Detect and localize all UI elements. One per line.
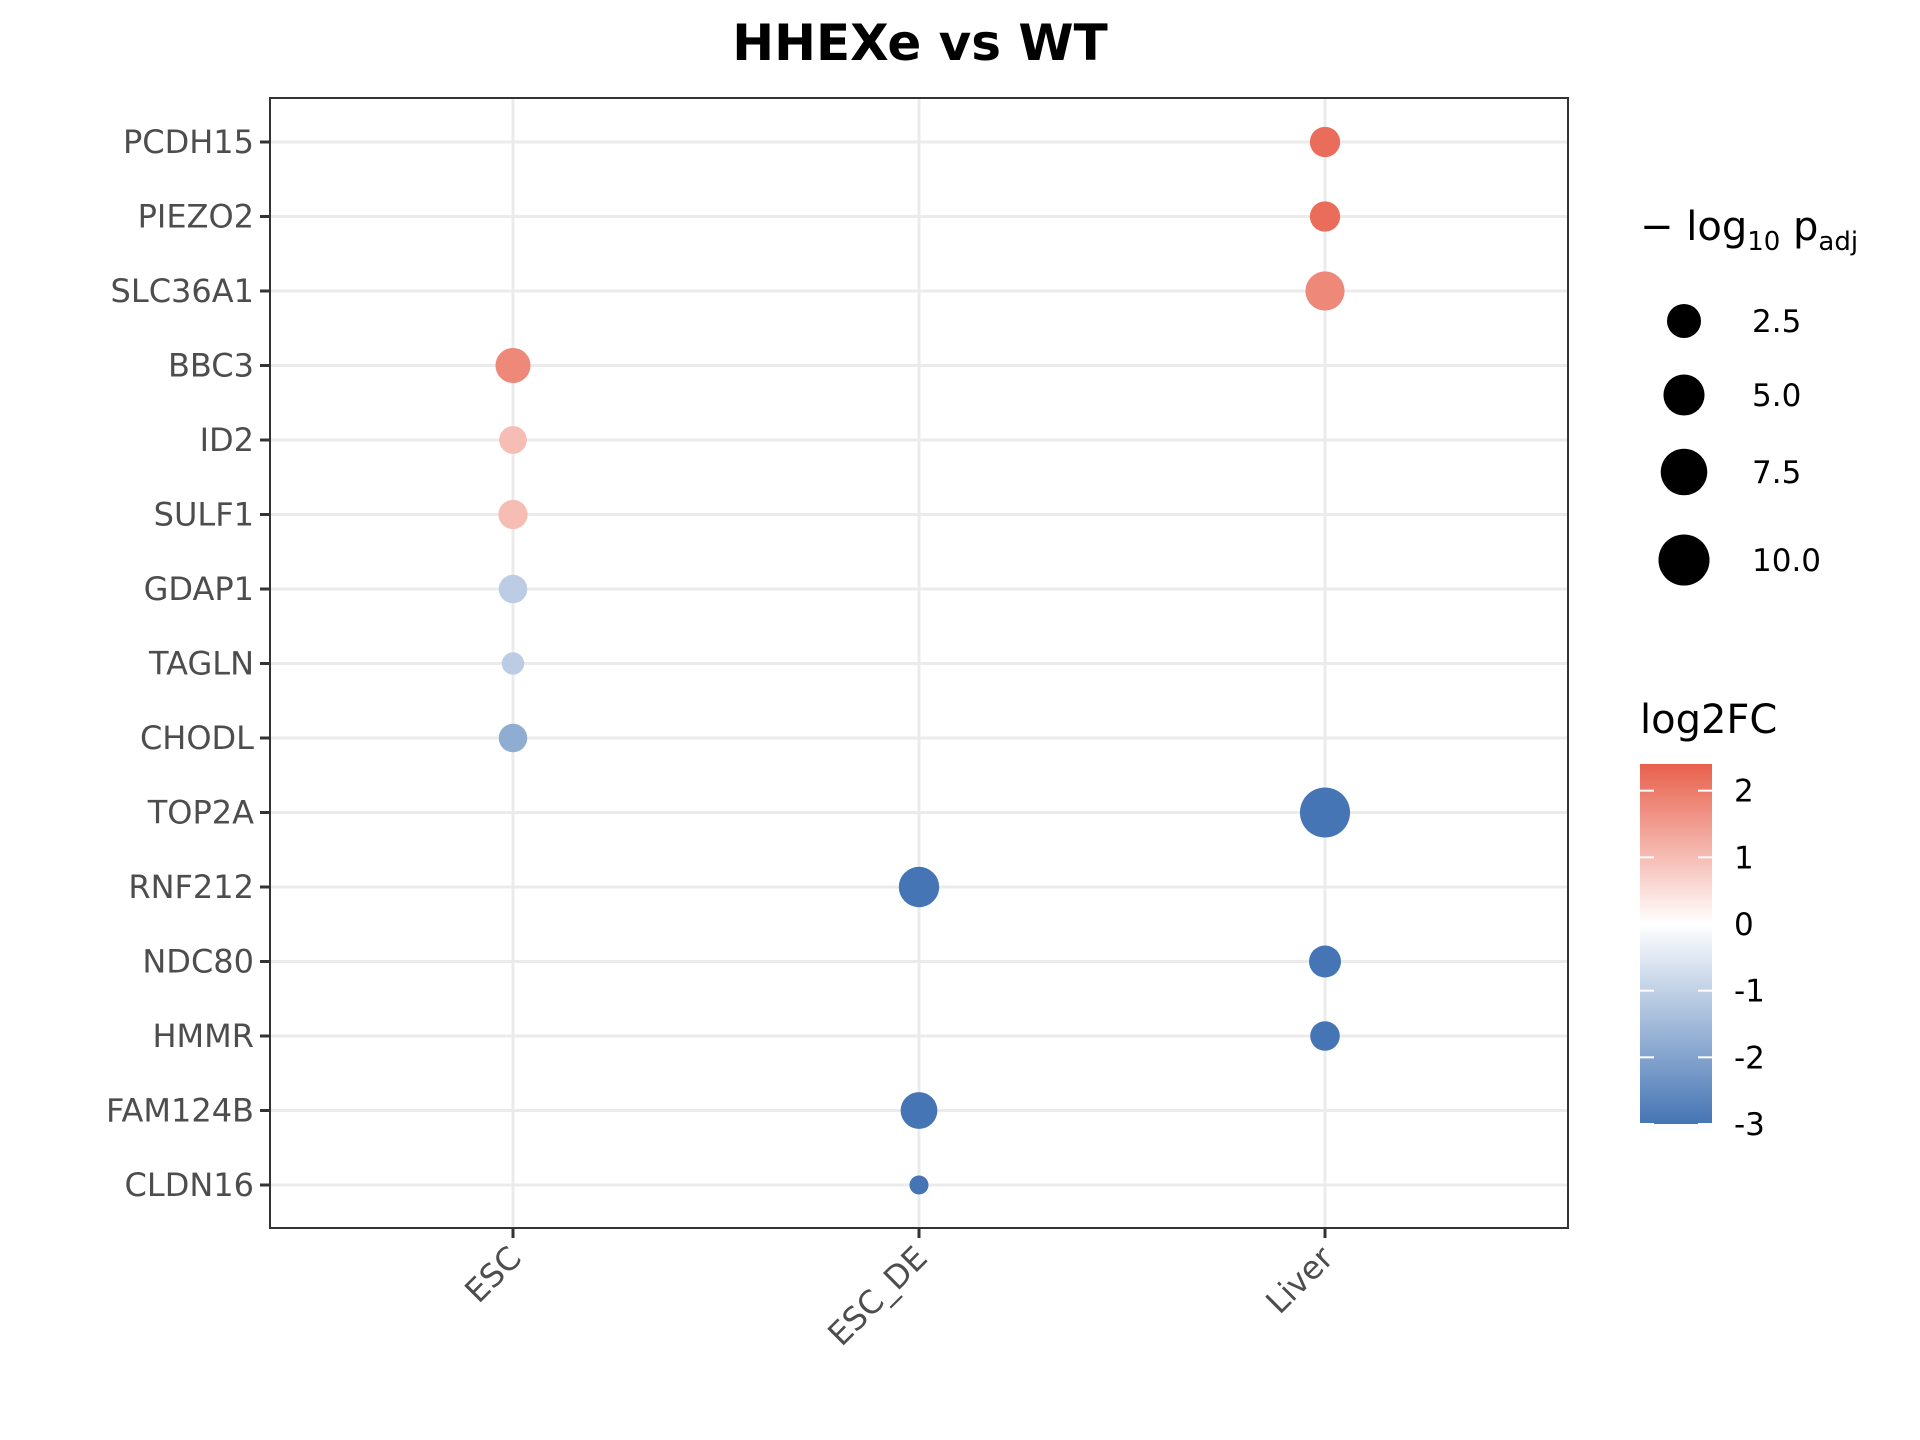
y-tick-label: SLC36A1 (111, 272, 254, 310)
y-tick-label: NDC80 (142, 943, 254, 981)
size-legend-key (1658, 534, 1710, 586)
data-point-fam124b (900, 1092, 938, 1129)
colorbar (1640, 764, 1712, 1124)
size-legend-label: 5.0 (1752, 378, 1801, 414)
data-point-bbc3 (495, 347, 531, 384)
size-legend-key (1663, 374, 1705, 416)
y-tick-label: TAGLN (148, 645, 254, 683)
data-point-rnf212 (898, 866, 940, 908)
colorbar-label: -1 (1734, 974, 1765, 1010)
data-point-piezo2 (1309, 201, 1341, 232)
x-tick-label: ESC_DE (820, 1239, 934, 1353)
x-tick-label: ESC (457, 1239, 528, 1310)
size-legend-key (1666, 303, 1702, 339)
y-tick-label: CHODL (140, 719, 254, 757)
y-tick-label: PIEZO2 (138, 198, 254, 236)
data-point-gdap1 (498, 574, 528, 604)
x-tick-label: Liver (1258, 1238, 1341, 1321)
size-legend-title: − log10 padj (1640, 204, 1858, 257)
data-point-tagln (501, 652, 525, 675)
colorbar-label: -2 (1734, 1040, 1765, 1076)
chart-title: HHEXe vs WT (732, 14, 1107, 72)
data-point-pcdh15 (1309, 126, 1341, 158)
y-tick-label: HMMR (152, 1017, 254, 1055)
data-point-top2a (1299, 787, 1351, 838)
data-point-chodl (498, 723, 528, 753)
y-tick-label: PCDH15 (123, 123, 254, 161)
color-legend: log2FC 2 1 0 -1 -2 -3 (1640, 697, 1777, 1143)
color-legend-title: log2FC (1640, 697, 1777, 743)
colorbar-label: 0 (1734, 907, 1754, 943)
data-point-slc36a1 (1305, 271, 1345, 311)
colorbar-label: -3 (1734, 1107, 1765, 1143)
y-tick-label: TOP2A (147, 794, 254, 832)
y-tick-label: RNF212 (128, 868, 254, 906)
data-point-id2 (499, 426, 527, 454)
y-tick-label: FAM124B (106, 1092, 254, 1130)
y-tick-label: ID2 (200, 421, 254, 459)
size-legend: − log10 padj 2.5 5.0 7.5 10.0 (1640, 204, 1858, 586)
y-tick-label: CLDN16 (125, 1166, 254, 1204)
y-tick-label: BBC3 (168, 347, 254, 385)
size-legend-label: 7.5 (1752, 455, 1801, 491)
plot-panel: PCDH15 PIEZO2 SLC36A1 BBC3 ID2 SULF1 GDAP1 TAGL… (106, 97, 1569, 1353)
size-legend-label: 10.0 (1752, 543, 1821, 579)
size-legend-key (1660, 448, 1708, 496)
data-point-hmmr (1310, 1021, 1340, 1051)
data-point-ndc80 (1309, 945, 1341, 978)
data-point-sulf1 (498, 499, 528, 530)
size-legend-label: 2.5 (1752, 304, 1801, 340)
colorbar-label: 2 (1734, 774, 1754, 810)
y-tick-label: GDAP1 (144, 570, 254, 608)
y-tick-label: SULF1 (154, 496, 254, 534)
colorbar-label: 1 (1734, 840, 1754, 876)
data-point-cldn16 (909, 1175, 929, 1195)
